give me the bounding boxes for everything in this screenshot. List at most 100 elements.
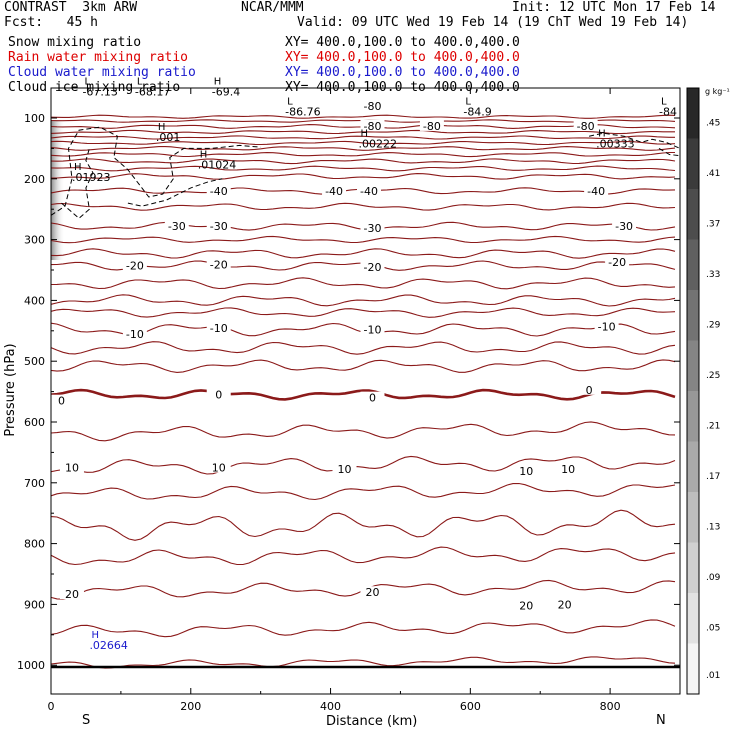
contour-label-bg <box>360 119 385 131</box>
temperature-contour-line <box>50 135 675 140</box>
colorbar-frame <box>686 87 700 695</box>
contour-label: -80 <box>577 120 595 133</box>
colorbar-segment <box>687 88 699 139</box>
extremum-value: .001 <box>156 131 181 144</box>
contour-label: 20 <box>558 598 572 611</box>
contour-label-bg <box>360 260 385 272</box>
temperature-contour-line <box>50 140 676 146</box>
contour-label-bg <box>360 323 385 335</box>
colorbar-tick-label: .25 <box>706 371 720 381</box>
plot-frame <box>50 87 681 695</box>
contour-label: -80 <box>364 100 382 113</box>
temperature-contour-line <box>50 129 675 135</box>
colorbar-segment <box>687 138 699 190</box>
extremum-letter: H <box>74 162 82 173</box>
contour-label: 0 <box>586 384 593 397</box>
contour-label: -40 <box>587 185 605 198</box>
extremum-letter: H <box>361 128 369 139</box>
extremum-value: .01024 <box>198 159 237 172</box>
x-tick-label: 200 <box>180 700 201 713</box>
contour-label: 0 <box>58 395 65 408</box>
extrema-labels: L-67.13L-68.17H-69.4L-86.76L-84.9L-84H.0… <box>72 77 677 652</box>
y-tick-label: 700 <box>24 477 45 490</box>
field-label-snow: Snow mixing ratio <box>8 35 142 50</box>
model-title: CONTRAST 3km ARW <box>4 0 138 15</box>
temperature-contour-line <box>50 158 676 165</box>
x-tick-label: 800 <box>600 700 621 713</box>
x-tick-label: 600 <box>460 700 481 713</box>
contour-label: -20 <box>210 259 228 272</box>
contour-label-bg <box>552 598 577 610</box>
contour-label: -30 <box>168 220 186 233</box>
y-tick-label: 100 <box>24 112 45 125</box>
temperature-contours: -80 -80 -80 -80 -40 -40 -40 -40 -30 -30 -30 -30 -20 -… <box>49 99 676 669</box>
contour-label: 10 <box>561 463 575 476</box>
colorbar-segment <box>687 239 699 291</box>
colorbar-tick-label: .05 <box>706 623 720 633</box>
temperature-contour-line <box>50 307 676 318</box>
contour-label-bg <box>612 220 637 232</box>
temperature-contour-line <box>50 235 676 244</box>
y-tick-label: 400 <box>24 294 45 307</box>
cloud-ice-contour <box>658 147 681 157</box>
center-title: NCAR/MMM <box>241 0 304 15</box>
contour-label: -30 <box>615 220 633 233</box>
temperature-contour-line <box>50 248 676 259</box>
extremum-letter: L <box>137 77 143 88</box>
contour-label-bg <box>206 258 231 270</box>
extremum-value: -69.4 <box>212 86 240 99</box>
colorbar-tick-label: .17 <box>706 472 720 482</box>
contour-label-bg <box>514 465 539 477</box>
temperature-contour-line <box>50 421 676 442</box>
temperature-contour-line <box>50 359 676 373</box>
contour-label-bg <box>360 99 385 111</box>
temperature-contour-line <box>50 455 676 475</box>
contour-label: -80 <box>364 120 382 133</box>
extremum-letter: H <box>158 122 166 133</box>
extremum-value: -84 <box>659 106 677 119</box>
extremum-value: -84.9 <box>463 106 491 119</box>
field-xy-cloud-water: XY= 400.0,100.0 to 400.0,400.0 <box>285 65 520 80</box>
colorbar-segment <box>687 542 699 594</box>
contour-label-bg <box>332 462 357 474</box>
colorbar-tick-label: .13 <box>706 522 720 532</box>
colorbar-tick-label: .01 <box>706 671 720 681</box>
colorbar-tick-label: .37 <box>706 219 720 229</box>
temperature-contour-line <box>50 509 676 541</box>
contour-label: -40 <box>210 185 228 198</box>
contour-label: -20 <box>364 261 382 274</box>
temperature-contour-line <box>50 388 676 401</box>
forecast-hour: Fcst: 45 h <box>4 15 98 30</box>
y-tick-label: 900 <box>24 598 45 611</box>
temperature-contour-line <box>50 546 676 566</box>
y-tick-label: 600 <box>24 416 45 429</box>
cloud-ice-contour <box>61 148 94 219</box>
y-tick-label: 300 <box>24 234 45 247</box>
contour-label: 10 <box>519 465 533 478</box>
contour-label-bg <box>556 462 581 474</box>
contour-label: 10 <box>65 462 79 475</box>
extremum-letter: L <box>661 97 667 108</box>
colorbar: .45 .41 .37 .33 .29 .25 .21 .17 .13 .09 .05 .01 <box>686 87 721 695</box>
contour-label: 20 <box>365 586 379 599</box>
colorbar-tick-label: .41 <box>706 169 720 179</box>
extremum-value: .02664 <box>89 639 128 652</box>
init-time: Init: 12 UTC Mon 17 Feb 14 <box>512 0 716 15</box>
y-tick-label: 500 <box>24 355 45 368</box>
field-xy-snow: XY= 400.0,100.0 to 400.0,400.0 <box>285 35 520 50</box>
contour-label: 20 <box>519 600 533 613</box>
contour-label-bg <box>206 388 231 400</box>
contour-label: -10 <box>598 321 616 334</box>
colorbar-tick-label: .33 <box>706 270 720 280</box>
temperature-contour-line <box>50 294 676 307</box>
contour-label: 10 <box>212 462 226 475</box>
colorbar-tick-label: .21 <box>706 421 720 431</box>
colorbar-segment <box>687 290 699 341</box>
y-tick-label: 800 <box>24 538 45 551</box>
contour-label: -10 <box>364 324 382 337</box>
contour-label: -30 <box>210 220 228 233</box>
colorbar-segment <box>687 643 699 695</box>
field-xy-rain: XY= 400.0,100.0 to 400.0,400.0 <box>285 50 520 65</box>
